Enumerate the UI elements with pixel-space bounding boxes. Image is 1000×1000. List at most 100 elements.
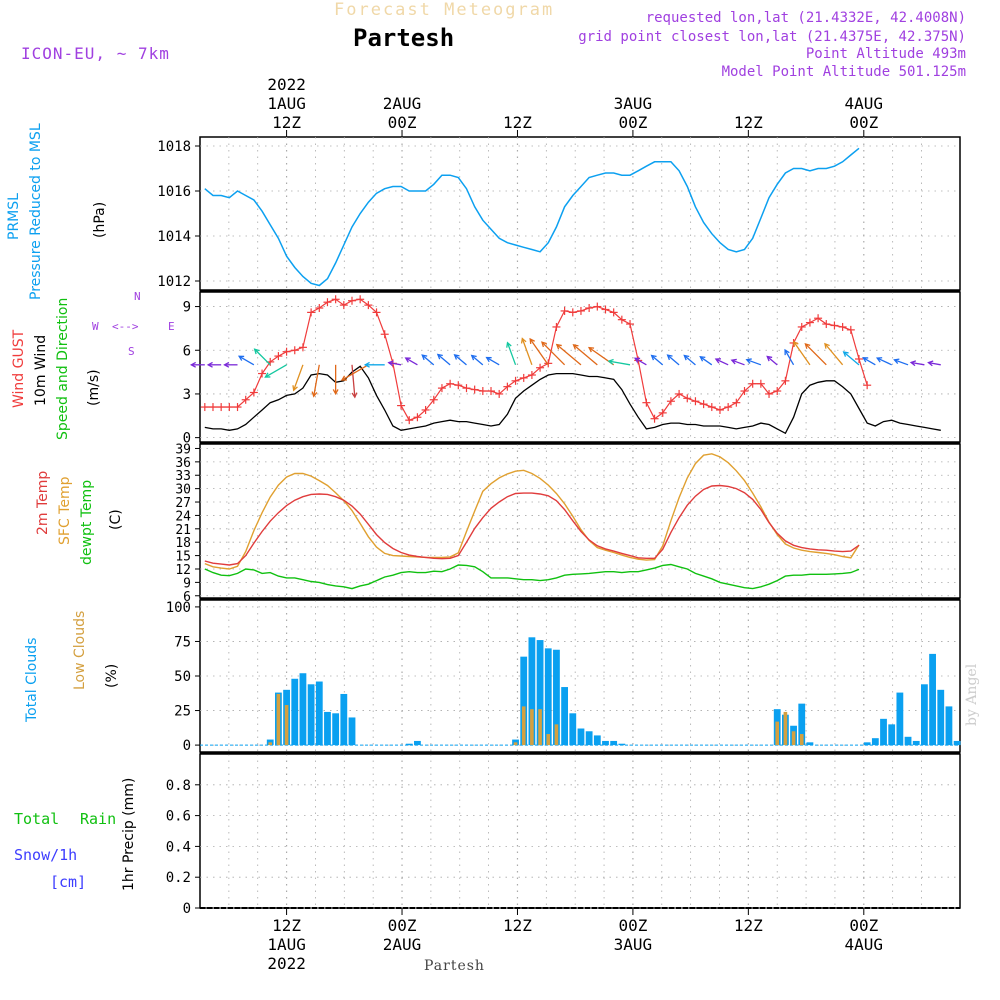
wind-direction-arrowhead [842, 351, 849, 357]
wind-direction-arrow [351, 364, 356, 398]
wind-direction-arrow [894, 359, 909, 366]
wind-direction-arrowhead [824, 342, 830, 349]
wind-direction-arrow [766, 355, 778, 366]
total-cloud-bar [553, 649, 560, 746]
wind-direction-arrowhead [862, 357, 869, 363]
t2m-line [204, 484, 860, 566]
low-cloud-bar [276, 693, 281, 746]
precip-ytick-label: 0.6 [166, 809, 191, 825]
page-title: Partesh [353, 24, 455, 52]
clouds-ytick-label: 0 [183, 738, 191, 754]
model-label: ICON-EU, ~ 7km [21, 44, 170, 63]
bottom-time-label: 12Z [272, 916, 301, 935]
top-time-label: 00Z [849, 113, 878, 132]
wind-direction-arrowhead [650, 354, 657, 361]
bottom-time-label: 12Z [503, 916, 532, 935]
wind-direction-arrowhead [436, 353, 443, 360]
wind-direction-arrowhead [793, 340, 799, 347]
total-cloud-bar [324, 711, 331, 746]
clouds-ytick-label: 100 [166, 600, 191, 616]
wind-direction-arrowhead [572, 344, 579, 350]
wind-direction-arrowhead [253, 348, 260, 355]
precip-legend-cm: [cm] [50, 873, 87, 891]
wind-ytick-label: 9 [183, 300, 191, 316]
wind-direction-arrowhead [223, 361, 230, 368]
total-cloud-bar [307, 684, 315, 746]
wind-direction-arrow [667, 354, 680, 366]
pressure-ytick-label: 1012 [157, 274, 191, 290]
wind-direction-arrow [454, 354, 467, 366]
wind-ytick-label: 6 [183, 343, 191, 359]
bottom-time-label: 00Z [849, 916, 878, 935]
wind-ytick-label: 0 [183, 431, 191, 447]
wind-direction-arrowhead [875, 357, 883, 363]
bottom-time-label: 3AUG [614, 935, 653, 954]
low-cloud-bar [546, 734, 551, 746]
pressure-ytick-label: 1016 [157, 184, 191, 200]
wind-ytick-label: 3 [183, 387, 191, 403]
wind-direction-arrow [521, 338, 533, 366]
total-cloud-bar [896, 692, 904, 746]
wind-direction-arrow [928, 362, 941, 366]
bottom-time-label: 2022 [267, 954, 306, 973]
wind-direction-arrow [265, 364, 287, 378]
wind-direction-arrow [910, 361, 925, 366]
total-cloud-bar [618, 743, 626, 746]
requested-coords: requested lon,lat (21.4332E, 42.4008N) [645, 10, 966, 26]
wind-direction-arrowhead [587, 346, 595, 353]
bottom-time-label: 1AUG [267, 935, 306, 954]
top-time-label: 2022 [267, 75, 306, 94]
wind-direction-arrowhead [784, 348, 790, 356]
top-time-label: 3AUG [614, 94, 653, 113]
low-cloud-bar [521, 706, 526, 746]
wind-direction-arrowhead [529, 337, 535, 345]
total-cloud-bar [593, 735, 601, 746]
wind-direction-arrowhead [404, 357, 411, 363]
wind-direction-arrowhead [666, 354, 673, 361]
low-cloud-bar [268, 742, 273, 746]
wind-direction-arrow [437, 354, 451, 366]
dewpt-line [204, 563, 860, 590]
wind-speed-line [204, 365, 941, 435]
temperature-ytick-label: 12 [175, 563, 191, 578]
wind-direction-arrow [715, 358, 729, 366]
top-time-label: 1AUG [267, 94, 306, 113]
total-cloud-bar [610, 740, 618, 746]
precip-ytick-label: 0.4 [166, 839, 191, 855]
temperature-ytick-label: 18 [175, 536, 191, 551]
wind-direction-arrow [254, 348, 271, 366]
wind-direction-arrow [824, 343, 844, 366]
temperature-ytick-label: 30 [175, 483, 191, 498]
wind-direction-arrowhead [387, 360, 394, 367]
wind-direction-arrowhead [485, 356, 492, 363]
wind-direction-arrowhead [555, 343, 562, 350]
bottom-time-label: 4AUG [845, 935, 884, 954]
wind-direction-arrowhead [909, 360, 917, 367]
wind-direction-arrow [313, 364, 320, 397]
wind-direction-arrow [541, 341, 566, 366]
wind-direction-arrow [388, 362, 402, 366]
wind-direction-arrowhead [189, 361, 197, 368]
temperature-frame [199, 443, 961, 599]
gust-line [204, 298, 868, 421]
wind-direction-arrow [608, 360, 631, 366]
wind-direction-arrow [699, 356, 713, 366]
precip-ytick-label: 0 [183, 901, 191, 917]
wind-direction-arrowhead [893, 358, 900, 365]
wind-direction-arrowhead [506, 341, 512, 348]
pressure-frame [199, 136, 961, 291]
total-cloud-bar [528, 637, 536, 746]
low-cloud-bar [799, 734, 804, 746]
wind-direction-arrowhead [730, 358, 737, 365]
wind-direction-arrowhead [453, 353, 460, 360]
wind-direction-arrowhead [332, 389, 339, 396]
total-cloud-bar [904, 736, 912, 746]
wind-direction-arrow [651, 354, 664, 366]
wind-direction-arrow [683, 354, 696, 366]
bottom-time-label: 2AUG [383, 935, 422, 954]
wind-direction-arrow [506, 342, 517, 366]
total-cloud-bar [953, 740, 961, 746]
total-cloud-bar [414, 740, 421, 746]
top-time-label: 4AUG [845, 94, 884, 113]
